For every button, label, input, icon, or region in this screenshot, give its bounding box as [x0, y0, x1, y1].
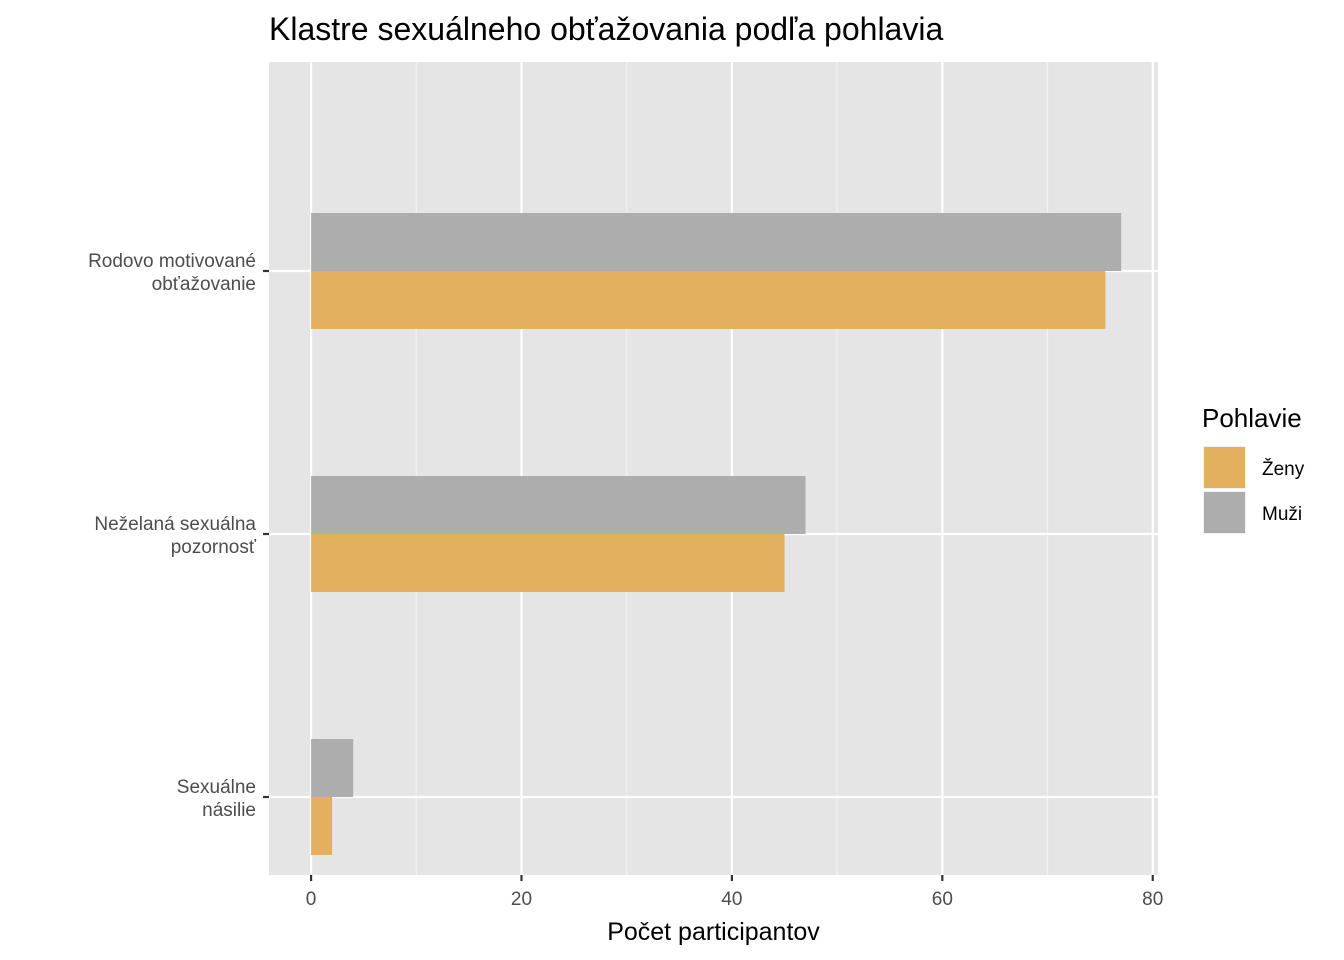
y-tick-label-line: Neželaná sexuálna — [94, 514, 256, 535]
bar — [311, 476, 806, 534]
y-tick-label-line: obťažovanie — [152, 274, 256, 295]
bar — [311, 534, 785, 592]
plot-panel — [269, 62, 1158, 875]
x-tick-label: 20 — [511, 889, 532, 910]
legend-key — [1204, 447, 1245, 488]
x-tick-label: 40 — [721, 889, 742, 910]
chart-title: Klastre sexuálneho obťažovania podľa poh… — [269, 11, 943, 47]
legend-label: Ženy — [1262, 458, 1305, 480]
x-tick-label: 0 — [306, 889, 317, 910]
legend-label: Muži — [1262, 504, 1302, 525]
y-tick-label-line: Sexuálne — [177, 777, 256, 798]
x-axis-label: Počet participantov — [607, 918, 820, 946]
y-tick-label: Rodovo motivované obťažovanie — [88, 251, 256, 295]
y-tick-label: Neželaná sexuálna pozornosť — [94, 514, 256, 558]
bars — [311, 213, 1122, 855]
legend: Pohlavie Ženy Muži — [1202, 403, 1305, 534]
y-tick-label-line: násilie — [202, 800, 256, 821]
y-axis: Rodovo motivované obťažovanie Neželaná sex… — [88, 251, 269, 821]
x-tick-label: 60 — [932, 889, 953, 910]
legend-key — [1204, 492, 1245, 533]
bar — [311, 213, 1122, 271]
x-tick-label: 80 — [1142, 889, 1163, 910]
bar — [311, 797, 333, 855]
y-tick-label: Sexuálne násilie — [177, 777, 256, 821]
y-tick-label-line: Rodovo motivované — [88, 251, 256, 272]
x-axis: 0 20 40 60 80 — [306, 875, 1163, 910]
bar — [311, 271, 1106, 329]
y-tick-label-line: pozornosť — [171, 537, 257, 558]
legend-title: Pohlavie — [1202, 403, 1302, 433]
bar — [311, 739, 354, 797]
